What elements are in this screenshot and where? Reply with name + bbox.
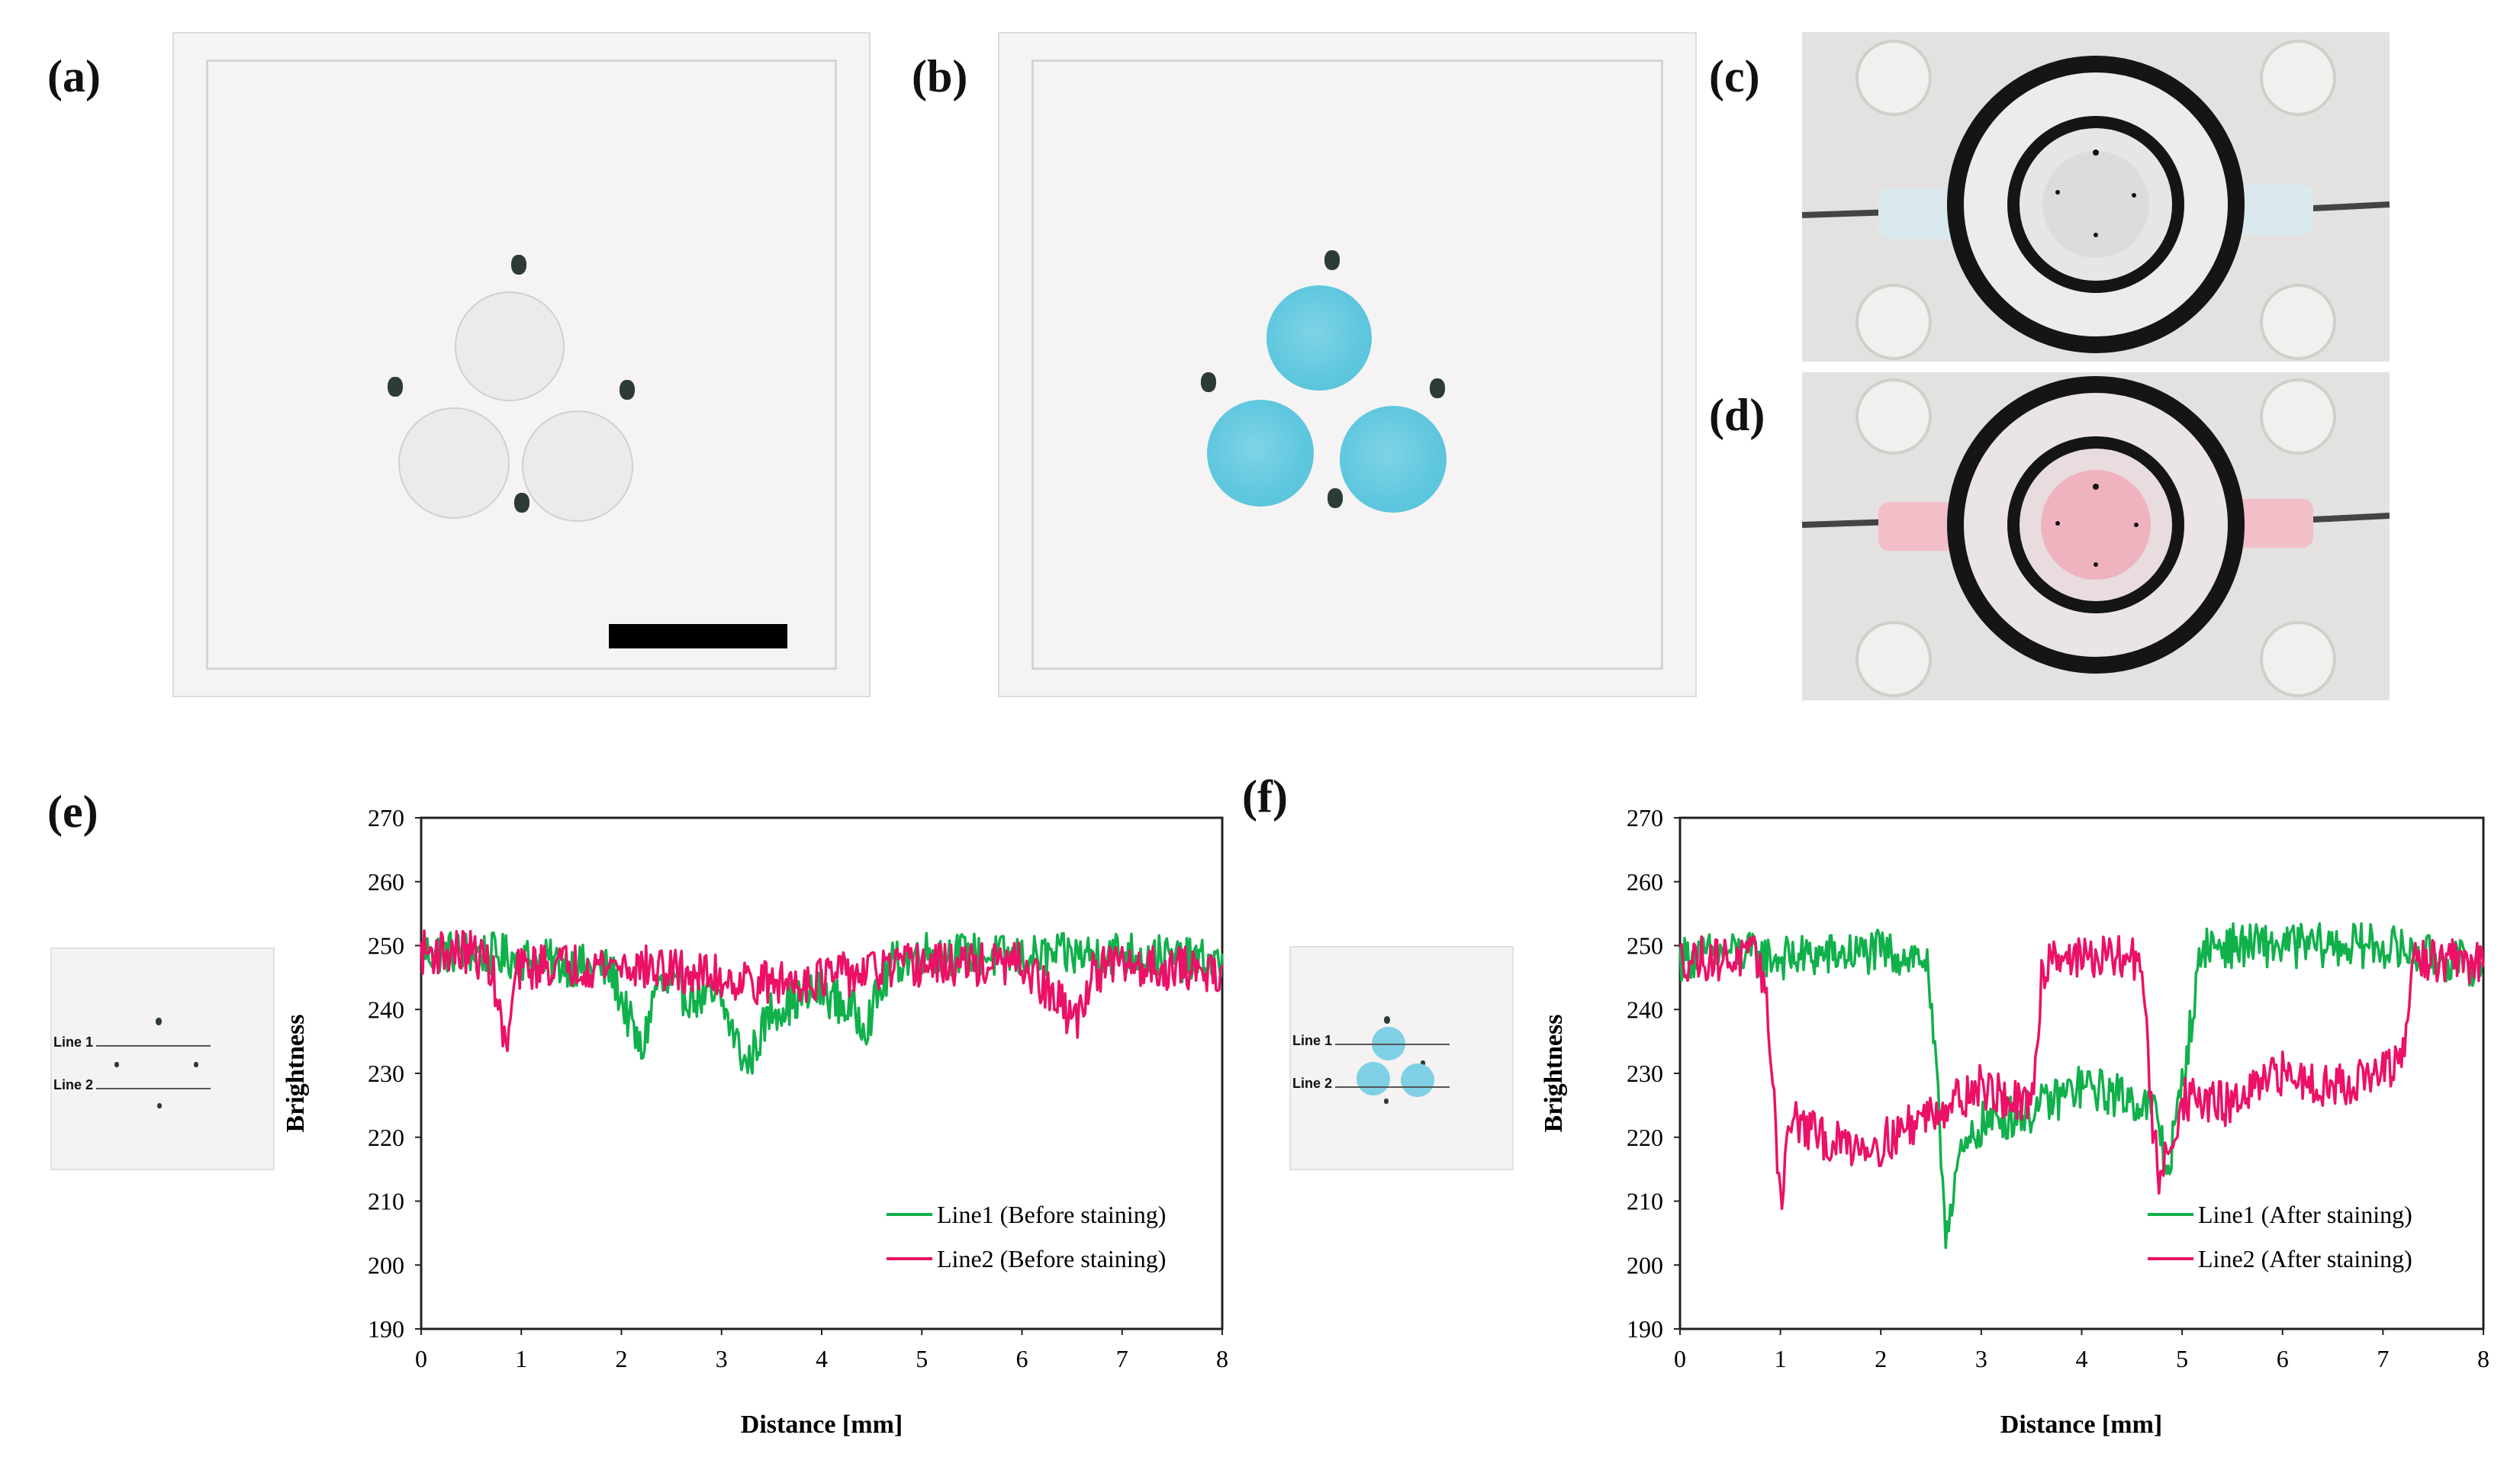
line1-indicator [96,1045,211,1047]
thumbnail-stained: Line 1 Line 2 [1289,946,1514,1170]
membrane-spot [522,410,633,522]
series-line-1 [1678,922,2485,1250]
membrane-spot [398,407,510,519]
device-illustration [1802,32,2390,362]
alignment-mark [1201,372,1216,392]
slide-frame [206,60,837,670]
stained-spot [1401,1063,1434,1097]
y-tick-label: 270 [368,804,404,832]
alignment-mark [1324,250,1340,270]
panel-label-e: (e) [47,787,98,837]
y-tick-label: 250 [1627,932,1663,960]
brightness-chart-before: 190 200 210 220 230 240 250 260 270 0 1 2 3 4 5 6 7 8 Br… [282,804,1228,1439]
legend-label: Line2 (After staining) [2198,1245,2412,1272]
slide-frame [1031,60,1663,670]
slide-photo-stained [998,32,1697,697]
x-tick-label: 6 [1016,1345,1028,1372]
y-tick-label: 220 [1627,1124,1663,1151]
stained-spot [1207,400,1314,507]
membrane-spot [455,291,565,401]
thumbnail-before: Line 1 Line 2 [50,947,275,1170]
y-tick-label: 240 [368,996,404,1023]
device-photo-stained [1802,372,2390,700]
panel-label-d: (d) [1709,390,1765,440]
series-line-2 [420,929,1224,1053]
line1-label: Line 1 [53,1034,94,1050]
x-axis-label: Distance [mm] [2000,1411,2162,1439]
x-axis-label: Distance [mm] [741,1411,903,1439]
y-tick-label: 190 [368,1315,404,1343]
device-photo-clear [1802,32,2390,362]
legend-label: Line1 (After staining) [2198,1201,2412,1228]
panel-label-a: (a) [47,51,101,101]
brightness-chart-after: 190 200 210 220 230 240 250 260 270 0 1 2 3 4 5 6 7 8 Br… [1540,804,2489,1439]
legend-label: Line2 (Before staining) [937,1245,1166,1272]
alignment-mark [114,1062,119,1067]
x-tick-label: 7 [2377,1345,2389,1372]
scale-bar [609,624,787,648]
y-axis-label: Brightness [282,1015,310,1133]
panel-label-c: (c) [1709,51,1760,101]
line2-label: Line 2 [1292,1076,1333,1091]
y-tick-label: 240 [1627,996,1663,1023]
line2-indicator [1335,1086,1450,1088]
y-tick-label: 260 [1627,868,1663,896]
line1-indicator [1335,1044,1450,1045]
x-tick-label: 1 [1775,1345,1787,1372]
alignment-mark [156,1018,162,1025]
device-illustration [1802,372,2390,700]
alignment-mark [511,255,526,275]
alignment-mark [157,1103,162,1108]
y-axis-label: Brightness [1540,1015,1568,1133]
x-tick-label: 2 [616,1345,628,1372]
x-tick-label: 0 [415,1345,427,1372]
line2-label: Line 2 [53,1077,94,1092]
series-line-2 [1678,935,2485,1211]
stained-spot [1266,285,1372,391]
y-tick-label: 190 [1627,1315,1663,1343]
x-tick-label: 3 [1975,1345,1987,1372]
legend-label: Line1 (Before staining) [937,1201,1166,1228]
y-tick-label: 260 [368,868,404,896]
y-tick-label: 230 [368,1060,404,1087]
alignment-mark [1384,1099,1389,1104]
alignment-mark [194,1062,198,1067]
alignment-mark [514,493,529,513]
x-tick-label: 8 [2477,1345,2489,1372]
x-tick-label: 4 [2076,1345,2088,1372]
y-tick-label: 200 [1627,1251,1663,1279]
line1-label: Line 1 [1292,1033,1333,1048]
x-tick-label: 0 [1674,1345,1686,1372]
stained-spot [1357,1062,1390,1095]
stained-spot [1340,406,1447,513]
alignment-mark [1328,488,1343,508]
y-tick-label: 230 [1627,1060,1663,1087]
panel-label-b: (b) [912,51,968,101]
slide-photo-before [172,32,871,697]
x-tick-label: 5 [2176,1345,2188,1372]
y-tick-label: 220 [368,1124,404,1151]
x-tick-label: 3 [716,1345,728,1372]
alignment-mark [620,380,635,400]
y-tick-label: 210 [1627,1188,1663,1215]
x-tick-label: 7 [1116,1345,1128,1372]
alignment-mark [388,377,403,397]
alignment-mark [1421,1060,1425,1066]
alignment-mark [1384,1016,1390,1024]
x-tick-label: 5 [916,1345,928,1372]
y-tick-label: 210 [368,1188,404,1215]
alignment-mark [1430,378,1445,398]
x-tick-label: 4 [816,1345,828,1372]
plot-area [420,816,1224,1330]
x-tick-label: 1 [515,1345,527,1372]
y-tick-label: 250 [368,932,404,960]
x-tick-label: 8 [1216,1345,1228,1372]
line2-indicator [96,1088,211,1089]
x-tick-label: 6 [2277,1345,2289,1372]
panel-label-f: (f) [1242,771,1288,822]
y-tick-label: 200 [368,1251,404,1279]
y-tick-label: 270 [1627,804,1663,832]
x-tick-label: 2 [1875,1345,1887,1372]
